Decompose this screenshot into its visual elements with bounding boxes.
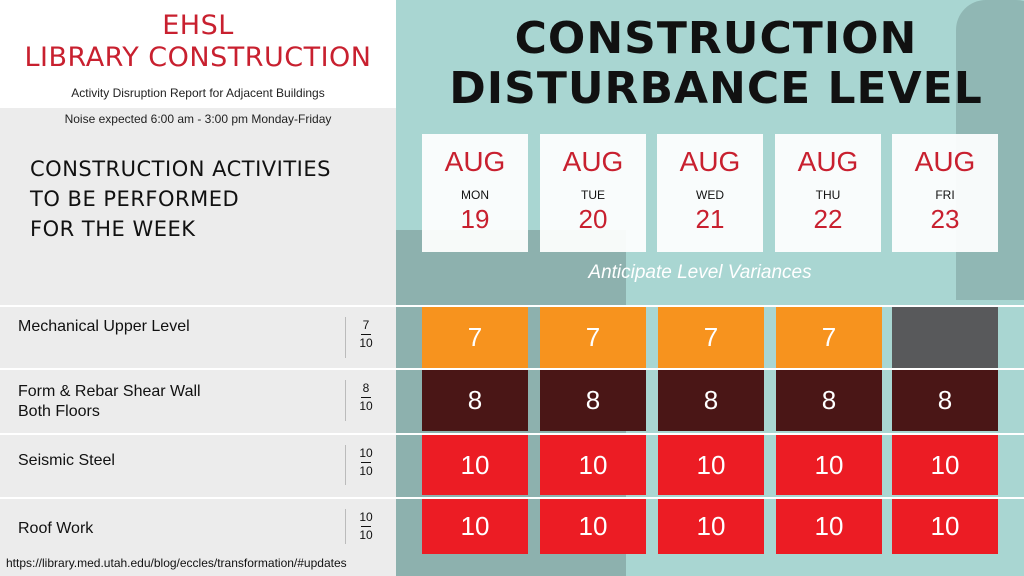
day-month: AUG <box>444 146 506 177</box>
fraction-bar <box>361 397 371 398</box>
level-cell: 8 <box>776 370 882 431</box>
day-weekday: MON <box>461 188 489 202</box>
activities-heading: CONSTRUCTION ACTIVITIES TO BE PERFORMED … <box>30 154 390 244</box>
main-title: CONSTRUCTION DISTURBANCE LEVEL <box>410 14 1022 114</box>
day-date: 22 <box>813 204 843 234</box>
level-cell: 10 <box>892 499 998 554</box>
level-cell: 8 <box>422 370 528 431</box>
level-denominator: 10 <box>359 464 373 478</box>
level-fraction: 8 10 <box>356 382 376 413</box>
activities-heading-line2: TO BE PERFORMED <box>30 187 240 211</box>
day-month: AUG <box>562 146 624 177</box>
level-denominator: 10 <box>359 399 373 413</box>
report-subtitle: Activity Disruption Report for Adjacent … <box>71 86 325 100</box>
day-date: 21 <box>695 204 725 234</box>
footer-url: https://library.med.utah.edu/blog/eccles… <box>6 556 347 570</box>
level-cell: 10 <box>776 499 882 554</box>
fraction-bar <box>361 526 371 527</box>
level-cell: 10 <box>540 499 646 554</box>
level-cell <box>892 307 998 368</box>
day-month: AUG <box>914 146 976 177</box>
level-cell: 10 <box>540 435 646 495</box>
level-cell: 10 <box>892 435 998 495</box>
activity-label-line2: Both Floors <box>18 403 100 420</box>
activity-label-line1: Roof Work <box>18 520 94 537</box>
left-header-panel <box>0 0 396 108</box>
day-card: AUG MON 19 <box>422 134 528 252</box>
column-divider <box>345 380 346 421</box>
day-date: 19 <box>460 204 490 234</box>
day-weekday: TUE <box>581 188 605 202</box>
activities-heading-line1: CONSTRUCTION ACTIVITIES <box>30 157 331 181</box>
row-divider <box>0 368 1024 370</box>
level-cell: 8 <box>540 370 646 431</box>
day-card: AUG FRI 23 <box>892 134 998 252</box>
level-numerator: 8 <box>362 381 370 395</box>
level-cell: 10 <box>422 499 528 554</box>
level-cell: 7 <box>658 307 764 368</box>
row-divider <box>0 305 1024 307</box>
column-divider <box>345 317 346 358</box>
activity-label-line1: Seismic Steel <box>18 452 115 469</box>
fraction-bar <box>361 334 371 335</box>
main-title-line2: DISTURBANCE LEVEL <box>449 63 983 114</box>
level-cell: 8 <box>658 370 764 431</box>
level-numerator: 10 <box>359 446 373 460</box>
column-divider <box>345 445 346 485</box>
day-weekday: FRI <box>935 188 955 202</box>
variance-note: Anticipate Level Variances <box>588 262 812 283</box>
level-denominator: 10 <box>359 528 373 542</box>
level-numerator: 7 <box>362 318 370 332</box>
noise-hours: Noise expected 6:00 am - 3:00 pm Monday-… <box>64 112 332 126</box>
activities-heading-line3: FOR THE WEEK <box>30 217 196 241</box>
fraction-bar <box>361 462 371 463</box>
level-fraction: 10 10 <box>356 447 376 478</box>
row-divider <box>0 497 1024 499</box>
level-numerator: 10 <box>359 510 373 524</box>
level-cell: 10 <box>658 435 764 495</box>
activity-label: Form & Rebar Shear Wall Both Floors <box>18 382 201 422</box>
org-name: EHSL <box>162 10 234 41</box>
level-cell: 7 <box>776 307 882 368</box>
level-cell: 7 <box>422 307 528 368</box>
day-card: AUG WED 21 <box>657 134 763 252</box>
day-date: 23 <box>930 204 960 234</box>
day-weekday: WED <box>696 188 724 202</box>
level-cell: 10 <box>658 499 764 554</box>
level-fraction: 7 10 <box>356 319 376 350</box>
row-divider <box>0 433 1024 435</box>
day-date: 20 <box>578 204 608 234</box>
activity-label: Mechanical Upper Level <box>18 317 190 337</box>
activity-label-line1: Mechanical Upper Level <box>18 318 190 335</box>
column-divider <box>345 509 346 544</box>
day-month: AUG <box>679 146 741 177</box>
project-name: LIBRARY CONSTRUCTION <box>24 42 372 73</box>
day-card: AUG THU 22 <box>775 134 881 252</box>
activity-label-line1: Form & Rebar Shear Wall <box>18 383 201 400</box>
header: EHSL LIBRARY CONSTRUCTION Activity Disru… <box>0 10 396 126</box>
activity-label: Roof Work <box>18 519 93 539</box>
level-cell: 7 <box>540 307 646 368</box>
level-fraction: 10 10 <box>356 511 376 542</box>
day-card: AUG TUE 20 <box>540 134 646 252</box>
level-cell: 10 <box>776 435 882 495</box>
level-cell: 10 <box>422 435 528 495</box>
activity-label: Seismic Steel <box>18 451 115 471</box>
day-weekday: THU <box>815 188 841 202</box>
main-title-line1: CONSTRUCTION <box>514 13 918 64</box>
level-denominator: 10 <box>359 336 373 350</box>
level-cell: 8 <box>892 370 998 431</box>
day-month: AUG <box>797 146 859 177</box>
